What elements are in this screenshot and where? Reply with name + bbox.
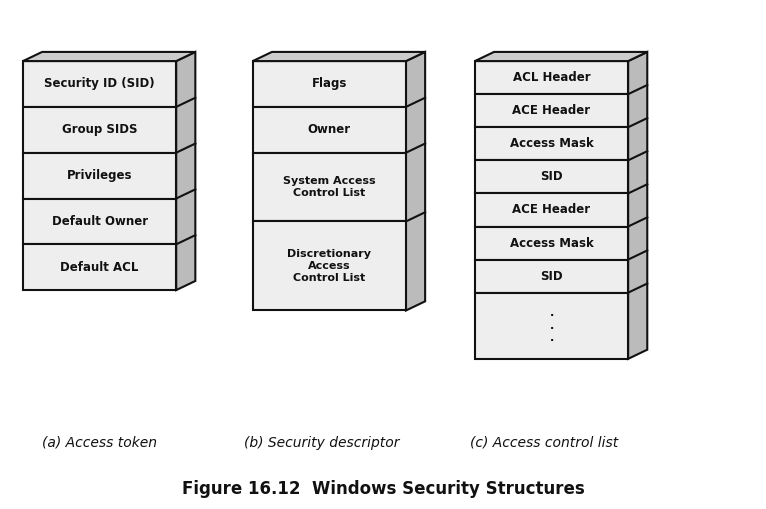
Text: System Access
Control List: System Access Control List [283, 176, 375, 199]
Polygon shape [475, 61, 628, 94]
Polygon shape [23, 199, 176, 244]
Text: Owner: Owner [308, 123, 351, 136]
Polygon shape [475, 127, 628, 160]
Polygon shape [628, 52, 647, 359]
Text: Access Mask: Access Mask [509, 137, 594, 150]
Polygon shape [23, 52, 195, 61]
Polygon shape [253, 52, 425, 61]
Text: Access Mask: Access Mask [509, 237, 594, 249]
Text: Security ID (SID): Security ID (SID) [44, 77, 155, 91]
Text: Group SIDS: Group SIDS [62, 123, 137, 136]
Polygon shape [176, 52, 195, 290]
Polygon shape [475, 52, 647, 61]
Text: (a) Access token: (a) Access token [42, 436, 157, 450]
Polygon shape [253, 107, 406, 153]
Text: Default ACL: Default ACL [61, 261, 139, 274]
Text: .
.
.: . . . [549, 308, 554, 343]
Polygon shape [253, 153, 406, 221]
Polygon shape [475, 293, 628, 359]
Polygon shape [23, 107, 176, 153]
Text: SID: SID [540, 171, 563, 183]
Text: SID: SID [540, 270, 563, 282]
Text: ACE Header: ACE Header [512, 104, 591, 117]
Polygon shape [23, 153, 176, 199]
Polygon shape [475, 260, 628, 293]
Text: (c) Access control list: (c) Access control list [470, 436, 618, 450]
Text: Discretionary
Access
Control List: Discretionary Access Control List [287, 248, 372, 284]
Text: Flags: Flags [312, 77, 347, 91]
Text: (b) Security descriptor: (b) Security descriptor [244, 436, 400, 450]
Polygon shape [475, 193, 628, 227]
Polygon shape [475, 160, 628, 193]
Polygon shape [253, 61, 406, 107]
Polygon shape [253, 221, 406, 310]
Polygon shape [23, 244, 176, 290]
Text: ACL Header: ACL Header [512, 71, 591, 84]
Text: Privileges: Privileges [67, 169, 133, 182]
Polygon shape [406, 52, 425, 310]
Polygon shape [475, 94, 628, 127]
Polygon shape [23, 61, 176, 107]
Text: ACE Header: ACE Header [512, 204, 591, 216]
Polygon shape [475, 227, 628, 260]
Text: Figure 16.12  Windows Security Structures: Figure 16.12 Windows Security Structures [182, 479, 584, 498]
Text: Default Owner: Default Owner [51, 215, 148, 228]
